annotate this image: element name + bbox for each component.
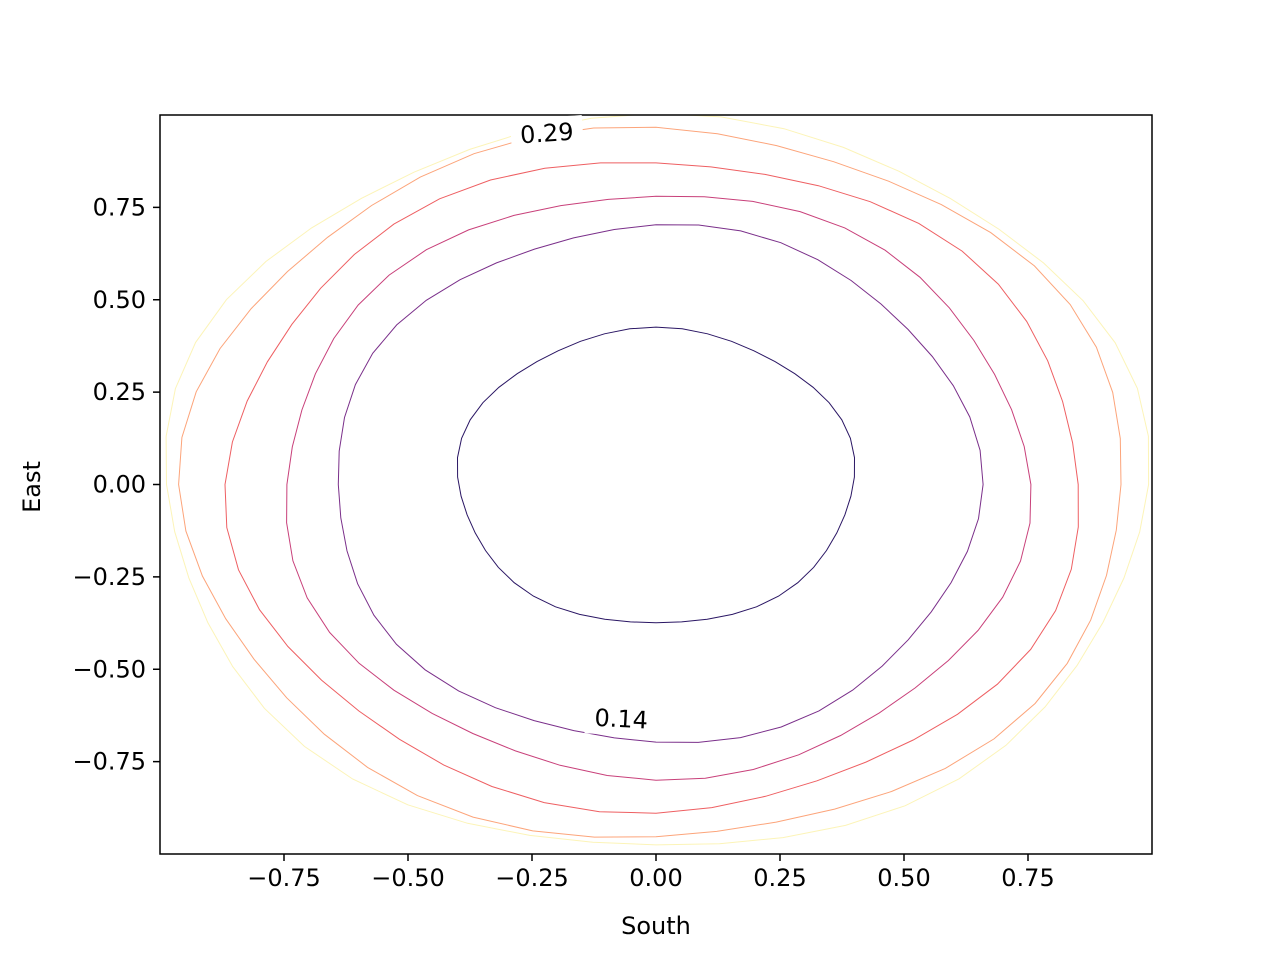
x-tick-label-0: −0.75 — [247, 864, 321, 892]
plot-frame — [159, 114, 1153, 855]
y-tick-label-0: −0.75 — [72, 748, 146, 776]
x-axis-label: South — [621, 912, 691, 940]
contour-lines — [165, 115, 1150, 846]
x-tick-label-4: 0.25 — [753, 864, 806, 892]
contour-label-1: 0.29 — [509, 115, 584, 152]
contour-label-text-2: 0.14 — [594, 704, 649, 735]
contour-labels: 0.29 0.14 — [509, 115, 659, 737]
x-tick-label-1: −0.50 — [371, 864, 445, 892]
contour-label-gap-1 — [509, 115, 584, 152]
y-tick-label-6: 0.75 — [93, 193, 146, 221]
x-axis-ticks: −0.75 −0.50 −0.25 0.00 0.25 0.50 0.75 — [247, 854, 1055, 892]
contour-label-text-1: 0.29 — [519, 118, 574, 150]
y-axis-ticks: −0.75 −0.50 −0.25 0.00 0.25 0.50 0.75 — [72, 193, 160, 776]
contour-line-1 — [456, 326, 856, 624]
y-axis-label: East — [18, 461, 46, 513]
x-tick-label-5: 0.50 — [877, 864, 930, 892]
contour-line-4 — [224, 162, 1079, 814]
contour-line-6 — [165, 115, 1150, 846]
contour-label-gap-2 — [584, 701, 659, 737]
y-tick-label-1: −0.50 — [72, 655, 146, 683]
y-tick-label-5: 0.50 — [93, 286, 146, 314]
x-tick-label-2: −0.25 — [495, 864, 569, 892]
contour-line-2 — [337, 224, 984, 743]
contour-label-2: 0.14 — [584, 701, 659, 737]
y-tick-label-2: −0.25 — [72, 563, 146, 591]
y-tick-label-3: 0.00 — [93, 471, 146, 499]
contour-line-3 — [286, 195, 1032, 781]
x-tick-label-3: 0.00 — [629, 864, 682, 892]
x-tick-label-6: 0.75 — [1001, 864, 1054, 892]
contour-line-5 — [178, 126, 1122, 838]
y-tick-label-4: 0.25 — [93, 378, 146, 406]
